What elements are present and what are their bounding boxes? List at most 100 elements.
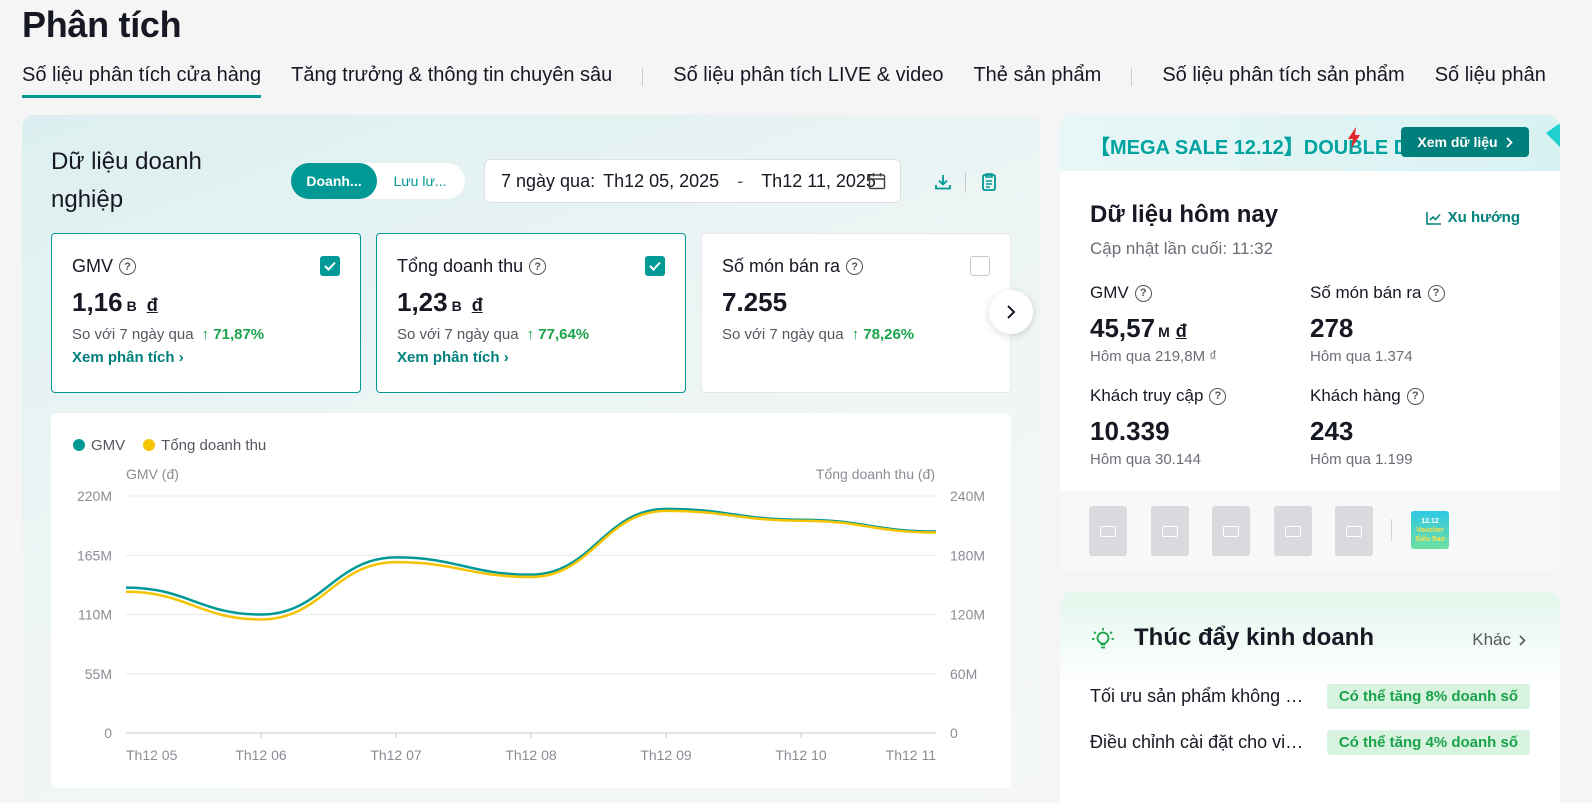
right-tick-label: 120M bbox=[950, 607, 985, 623]
today-items-prev: Hôm qua 1.374 bbox=[1310, 348, 1413, 365]
today-customers-value: 243 bbox=[1310, 416, 1354, 446]
x-tick-label: Th12 05 bbox=[126, 747, 178, 763]
voucher-thumbnail[interactable]: 12.12 Voucher Siêu Sao bbox=[1411, 511, 1449, 549]
date-range-label: 7 ngày qua: bbox=[501, 170, 596, 191]
revenue-checkbox[interactable] bbox=[645, 256, 665, 276]
today-customers-label-row: Khách hàng? bbox=[1310, 386, 1510, 406]
voucher-title: Voucher bbox=[1416, 526, 1444, 534]
legend-gmv[interactable]: GMV bbox=[73, 437, 125, 454]
right-axis-label: Tổng doanh thu (đ) bbox=[816, 466, 935, 482]
revenue-toggle-button[interactable]: Doanh... bbox=[291, 163, 377, 199]
metric-type-toggle: Doanh... Lưu lư... bbox=[291, 163, 465, 199]
legend-dot bbox=[73, 439, 85, 451]
video-thumbnail[interactable] bbox=[1335, 506, 1373, 556]
today-items-label: Số món bán ra bbox=[1310, 283, 1422, 302]
gmv-label: GMV bbox=[72, 256, 114, 276]
items-sold-checkbox[interactable] bbox=[970, 256, 990, 276]
voucher-date: 12.12 bbox=[1421, 517, 1439, 525]
legend-total-revenue[interactable]: Tổng doanh thu bbox=[143, 437, 266, 454]
video-thumbnail[interactable] bbox=[1089, 506, 1127, 556]
lightbulb-icon bbox=[1092, 628, 1114, 649]
suggestion-item[interactable]: Tối ưu sản phẩm không đá... Có thể tăng … bbox=[1090, 683, 1530, 709]
tab-product-cards[interactable]: Thẻ sản phẩm bbox=[973, 64, 1102, 86]
view-data-button[interactable]: Xem dữ liệu bbox=[1401, 127, 1529, 157]
today-gmv-label: GMV bbox=[1090, 283, 1129, 302]
today-gmv-value: 45,57 bbox=[1090, 313, 1156, 343]
video-thumbnail[interactable] bbox=[1274, 506, 1312, 556]
today-visitors-label: Khách truy cập bbox=[1090, 386, 1204, 405]
tab-live-video-analytics[interactable]: Số liệu phân tích LIVE & video bbox=[673, 64, 944, 86]
help-icon[interactable]: ? bbox=[846, 258, 864, 275]
chevron-right-icon bbox=[1007, 305, 1016, 319]
trend-chart-icon bbox=[1425, 211, 1441, 225]
today-items-sold[interactable]: Số món bán ra? 278 Hôm qua 1.374 bbox=[1310, 283, 1510, 365]
promo-banner[interactable]: 【MEGA SALE 12.12】DOUBLE D... Xem dữ liệu bbox=[1060, 115, 1560, 171]
video-thumbnail[interactable] bbox=[1212, 506, 1250, 556]
right-tick-label: 60M bbox=[950, 666, 977, 682]
suggestion-item[interactable]: Điều chỉnh cài đặt cho vid... Có thể tăn… bbox=[1090, 729, 1530, 755]
today-data-panel: Dữ liệu hôm nay Cập nhật lần cuối: 11:32… bbox=[1060, 171, 1560, 571]
today-visitors[interactable]: Khách truy cập? 10.339 Hôm qua 30.144 bbox=[1090, 386, 1290, 468]
today-gmv-label-row: GMV? bbox=[1090, 283, 1290, 303]
left-tick-label: 110M bbox=[78, 607, 112, 623]
revenue-card-label-row: Tổng doanh thu? bbox=[397, 256, 665, 277]
download-icon[interactable] bbox=[932, 171, 954, 193]
chevron-right-icon bbox=[1519, 634, 1526, 646]
series-line-total-revenue bbox=[125, 509, 937, 621]
decor-shape bbox=[1546, 123, 1560, 147]
video-icon bbox=[1162, 525, 1178, 537]
gmv-checkbox[interactable] bbox=[320, 256, 340, 276]
video-thumbnail[interactable] bbox=[1151, 506, 1189, 556]
suggestion-badge: Có thể tăng 8% doanh số bbox=[1326, 683, 1530, 709]
video-icon bbox=[1346, 525, 1362, 537]
help-icon[interactable]: ? bbox=[1209, 387, 1227, 405]
tab-store-analytics[interactable]: Số liệu phân tích cửa hàng bbox=[22, 64, 262, 98]
help-icon[interactable]: ? bbox=[1406, 387, 1424, 405]
items-value-row: 7.255 bbox=[722, 287, 990, 318]
help-icon[interactable]: ? bbox=[1134, 284, 1152, 302]
trend-link[interactable]: Xu hướng bbox=[1425, 209, 1520, 226]
series-line-gmv bbox=[125, 507, 937, 616]
video-icon bbox=[1100, 525, 1116, 537]
tab-more-analytics[interactable]: Số liệu phân bbox=[1434, 64, 1546, 86]
chevron-right-icon: › bbox=[178, 349, 184, 366]
x-tick-label: Th12 06 bbox=[235, 747, 287, 763]
date-range-picker[interactable]: 7 ngày qua: Th12 05, 2025 - Th12 11, 202… bbox=[484, 159, 901, 203]
x-tick-label: Th12 10 bbox=[775, 747, 827, 763]
tab-growth-insights[interactable]: Tăng trưởng & thông tin chuyên sâu bbox=[291, 64, 613, 86]
help-icon[interactable]: ? bbox=[529, 258, 547, 275]
report-icon[interactable] bbox=[978, 171, 1000, 193]
trend-link-label: Xu hướng bbox=[1447, 209, 1520, 226]
cards-next-button[interactable] bbox=[989, 290, 1033, 334]
revenue-unit: B bbox=[451, 298, 462, 314]
gmv-view-analysis-link[interactable]: Xem phân tích › bbox=[72, 349, 340, 366]
legend-dot bbox=[143, 439, 156, 451]
items-compare-label: So với 7 ngày qua bbox=[722, 326, 844, 343]
revenue-view-analysis-link[interactable]: Xem phân tích › bbox=[397, 349, 665, 366]
traffic-toggle-button[interactable]: Lưu lư... bbox=[393, 173, 447, 189]
gmv-link-label: Xem phân tích bbox=[72, 349, 175, 366]
last-updated: Cập nhật lần cuối: 11:32 bbox=[1090, 239, 1274, 258]
check-icon bbox=[324, 261, 336, 271]
legend-gmv-label: GMV bbox=[91, 437, 126, 454]
chart-legend: GMV Tổng doanh thu bbox=[73, 437, 266, 454]
help-icon[interactable]: ? bbox=[119, 258, 137, 275]
today-items-value: 278 bbox=[1310, 313, 1354, 343]
revenue-link-label: Xem phân tích bbox=[397, 349, 500, 366]
tab-product-analytics[interactable]: Số liệu phân tích sản phẩm bbox=[1162, 64, 1405, 86]
x-tick-label: Th12 09 bbox=[640, 747, 692, 763]
help-icon[interactable]: ? bbox=[1427, 284, 1445, 302]
items-sold-label: Số món bán ra bbox=[722, 256, 841, 276]
arrow-up-icon: ↑ bbox=[526, 326, 535, 343]
today-customers[interactable]: Khách hàng? 243 Hôm qua 1.199 bbox=[1310, 386, 1510, 468]
boost-more-link[interactable]: Khác bbox=[1472, 630, 1526, 650]
gmv-value: 1,16 bbox=[72, 287, 123, 317]
suggestion-text: Tối ưu sản phẩm không đá... bbox=[1090, 685, 1310, 706]
chart-plot: GMV (đ) Tổng doanh thu (đ) 220M 240M 165M 1… bbox=[77, 466, 985, 763]
trend-chart: GMV Tổng doanh thu GMV (đ) Tổng doanh th… bbox=[51, 413, 1011, 788]
items-sold-card[interactable]: Số món bán ra? 7.255 So với 7 ngày qua ↑ … bbox=[701, 233, 1011, 393]
